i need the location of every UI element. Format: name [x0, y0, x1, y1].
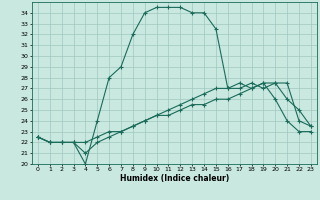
X-axis label: Humidex (Indice chaleur): Humidex (Indice chaleur): [120, 174, 229, 183]
